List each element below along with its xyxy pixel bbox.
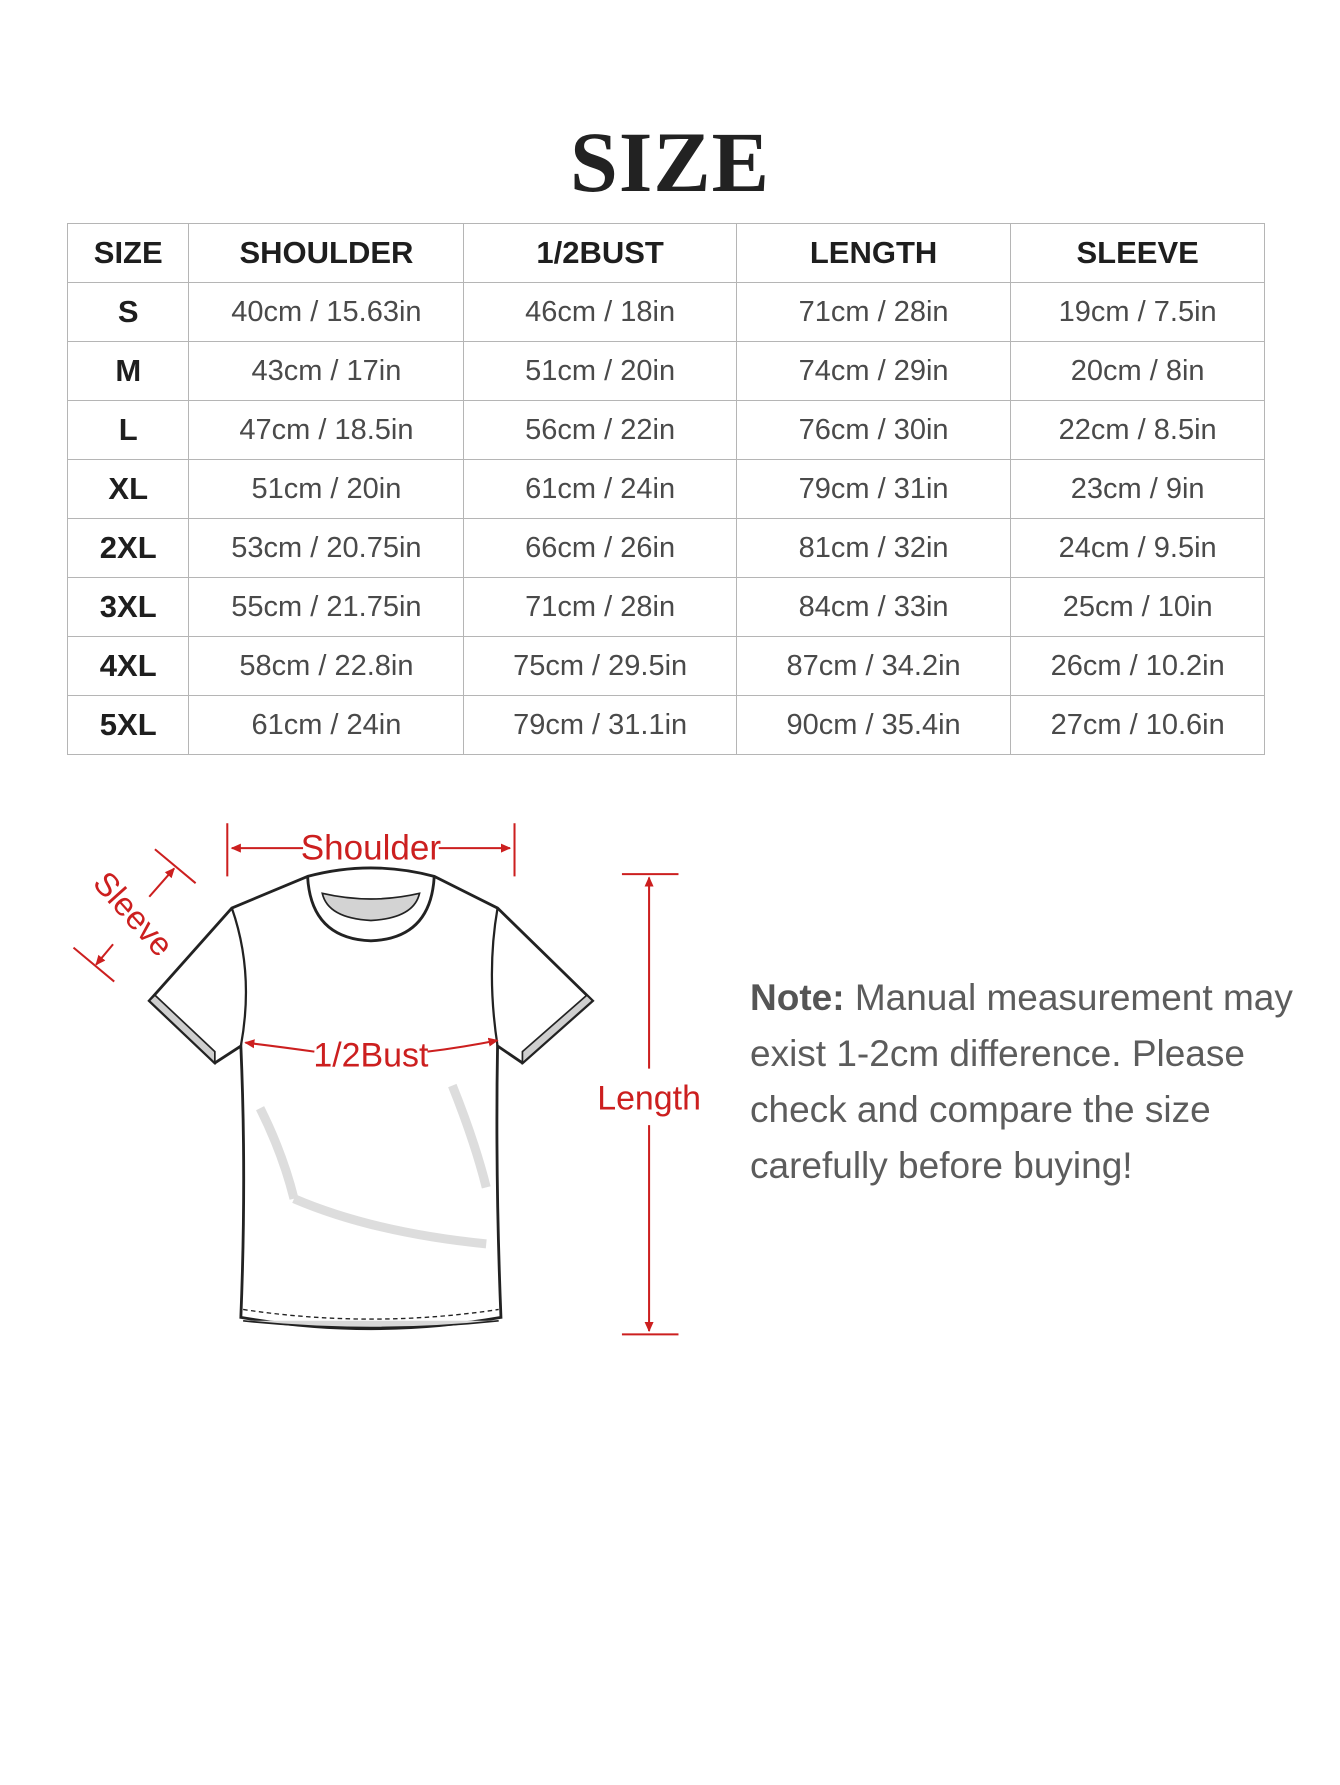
table-row: 3XL 55cm / 21.75in 71cm / 28in 84cm / 33in 2… [66,577,1265,637]
measurement-cell: 20cm / 8in [1010,341,1265,401]
table-row: 2XL 53cm / 20.75in 66cm / 26in 81cm / 32in 2… [66,518,1265,578]
measurement-cell: 79cm / 31in [735,459,1012,519]
column-header: LENGTH [735,223,1012,283]
page-title: SIZE [569,114,771,210]
measurement-cell: 74cm / 29in [735,341,1012,401]
measurement-cell: 24cm / 9.5in [1010,518,1265,578]
measurement-cell: 27cm / 10.6in [1010,695,1265,755]
column-header: 1/2BUST [463,223,737,283]
size-cell: 5XL [66,695,190,755]
measurement-annotations [72,823,679,1336]
size-cell: 2XL [66,518,190,578]
measurement-cell: 23cm / 9in [1010,459,1265,519]
table-row: L 47cm / 18.5in 56cm / 22in 76cm / 30in 22cm… [66,400,1265,460]
measurement-cell: 26cm / 10.2in [1010,636,1265,696]
measurement-cell: 22cm / 8.5in [1010,400,1265,460]
measurement-cell: 25cm / 10in [1010,577,1265,637]
tshirt-illustration [147,866,595,1331]
table-row: S 40cm / 15.63in 46cm / 18in 71cm / 28in 19c… [66,282,1265,342]
length-label: Length [597,1079,701,1117]
measurement-cell: 90cm / 35.4in [735,695,1012,755]
column-header: SIZE [66,223,190,283]
note-label: Note: [750,977,845,1018]
note-body: Manual measurement may exist 1-2cm diffe… [750,977,1293,1186]
measurement-cell: 40cm / 15.63in [188,282,465,342]
size-cell: M [66,341,190,401]
table-row: M 43cm / 17in 51cm / 20in 74cm / 29in 20cm /… [66,341,1265,401]
size-cell: S [66,282,190,342]
measurement-cell: 19cm / 7.5in [1010,282,1265,342]
size-cell: 4XL [66,636,190,696]
measurement-cell: 43cm / 17in [188,341,465,401]
note-text: Note: Manual measurement may exist 1-2cm… [750,970,1310,1194]
table-row: XL 51cm / 20in 61cm / 24in 79cm / 31in 23cm … [66,459,1265,519]
bust-label: 1/2Bust [313,1036,429,1074]
measurement-cell: 61cm / 24in [188,695,465,755]
size-cell: L [66,400,190,460]
sleeve-label: Sleeve [86,864,181,963]
measurement-cell: 46cm / 18in [463,282,737,342]
measurement-cell: 81cm / 32in [735,518,1012,578]
measurement-cell: 84cm / 33in [735,577,1012,637]
measurement-cell: 75cm / 29.5in [463,636,737,696]
measurement-cell: 66cm / 26in [463,518,737,578]
measurement-cell: 79cm / 31.1in [463,695,737,755]
size-table: SIZE SHOULDER 1/2BUST LENGTH SLEEVE S 40cm / … [66,223,1265,755]
measurement-cell: 53cm / 20.75in [188,518,465,578]
measurement-cell: 71cm / 28in [463,577,737,637]
measurement-cell: 61cm / 24in [463,459,737,519]
measurement-cell: 51cm / 20in [463,341,737,401]
table-row: 5XL 61cm / 24in 79cm / 31.1in 90cm / 35.4in… [66,695,1265,755]
measurement-cell: 55cm / 21.75in [188,577,465,637]
size-cell: 3XL [66,577,190,637]
measurement-cell: 51cm / 20in [188,459,465,519]
column-header: SLEEVE [1010,223,1265,283]
measurement-cell: 56cm / 22in [463,400,737,460]
measurement-cell: 47cm / 18.5in [188,400,465,460]
measurement-cell: 76cm / 30in [735,400,1012,460]
table-header-row: SIZE SHOULDER 1/2BUST LENGTH SLEEVE [66,223,1265,283]
shoulder-label: Shoulder [301,828,442,867]
measurement-cell: 58cm / 22.8in [188,636,465,696]
